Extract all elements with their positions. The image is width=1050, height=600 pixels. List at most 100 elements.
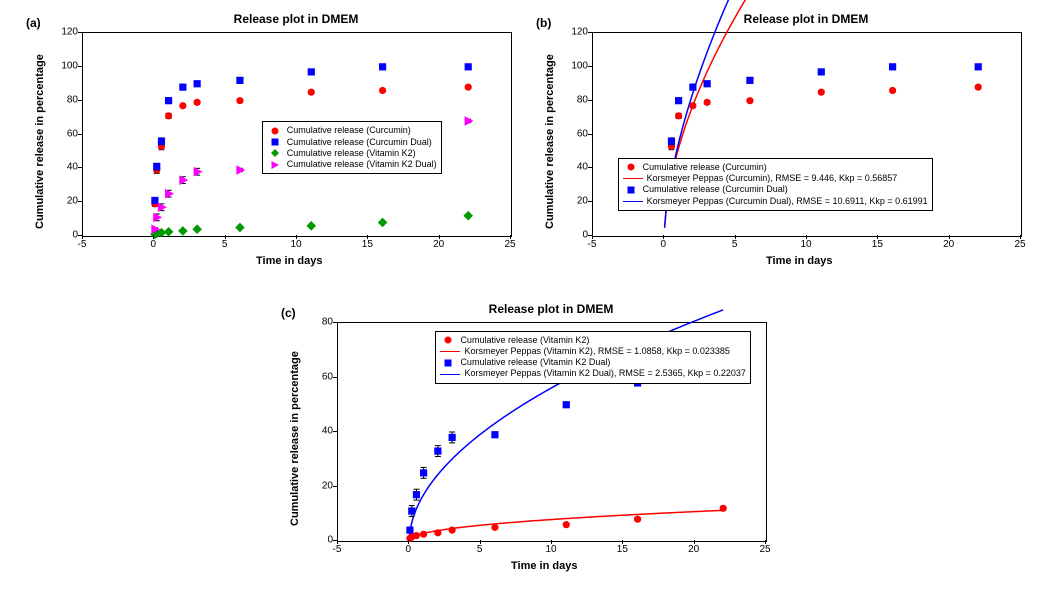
legend-label: Korsmeyer Peppas (Vitamin K2 Dual), RMSE…: [464, 368, 745, 379]
y-tick: 100: [56, 60, 78, 71]
y-axis-label: Cumulative release in percentage: [34, 54, 46, 229]
legend-item: Korsmeyer Peppas (Vitamin K2), RMSE = 1.…: [440, 346, 745, 357]
data-point: [668, 138, 675, 145]
data-point: [379, 87, 386, 94]
y-tick: 40: [56, 162, 78, 173]
data-point: [165, 112, 172, 119]
data-point: [491, 524, 498, 531]
data-point: [746, 77, 753, 84]
x-axis-label: Time in days: [511, 560, 577, 572]
x-tick: 5: [477, 544, 483, 555]
data-point: [491, 431, 498, 438]
legend-item: Korsmeyer Peppas (Curcumin Dual), RMSE =…: [623, 196, 928, 207]
data-point: [164, 227, 174, 237]
legend-label: Cumulative release (Curcumin Dual): [287, 137, 432, 148]
data-point: [408, 507, 415, 514]
y-tick: 120: [56, 27, 78, 38]
data-point: [465, 84, 472, 91]
x-tick: 20: [943, 239, 954, 250]
legend-label: Cumulative release (Curcumin): [643, 162, 767, 173]
data-point: [165, 97, 172, 104]
x-tick: 10: [290, 239, 301, 250]
legend-label: Cumulative release (Vitamin K2): [460, 335, 589, 346]
x-tick: -5: [588, 239, 597, 250]
data-point: [413, 491, 420, 498]
legend-label: Cumulative release (Vitamin K2 Dual): [287, 159, 437, 170]
y-tick: 20: [56, 196, 78, 207]
chart-title: Release plot in DMEM: [337, 302, 765, 316]
y-tick: 60: [56, 128, 78, 139]
chart-title: Release plot in DMEM: [592, 12, 1020, 26]
y-tick: 120: [566, 27, 588, 38]
x-tick: 5: [732, 239, 738, 250]
legend-item: Cumulative release (Curcumin): [623, 162, 928, 173]
y-tick: 80: [311, 317, 333, 328]
data-point: [308, 89, 315, 96]
x-axis-label: Time in days: [256, 255, 322, 267]
x-tick: 0: [151, 239, 157, 250]
data-point: [465, 63, 472, 70]
y-tick: 0: [56, 230, 78, 241]
legend-label: Cumulative release (Vitamin K2 Dual): [460, 357, 610, 368]
data-point: [675, 112, 682, 119]
data-point: [746, 97, 753, 104]
legend-label: Korsmeyer Peppas (Vitamin K2), RMSE = 1.…: [464, 346, 729, 357]
y-tick: 60: [566, 128, 588, 139]
data-point: [818, 89, 825, 96]
data-point: [379, 63, 386, 70]
x-tick: 25: [759, 544, 770, 555]
legend-item: Cumulative release (Curcumin): [267, 125, 437, 136]
data-point: [151, 197, 158, 204]
data-point: [434, 447, 441, 454]
data-point: [308, 68, 315, 75]
x-tick: 5: [222, 239, 228, 250]
data-point: [704, 80, 711, 87]
data-point: [194, 80, 201, 87]
x-tick: -5: [333, 544, 342, 555]
x-tick: 0: [661, 239, 667, 250]
legend-label: Cumulative release (Vitamin K2): [287, 148, 416, 159]
data-point: [689, 102, 696, 109]
legend: Cumulative release (Curcumin) Korsmeyer P…: [618, 158, 933, 211]
data-point: [235, 223, 245, 233]
y-tick: 80: [566, 94, 588, 105]
data-point: [236, 165, 245, 175]
data-point: [236, 77, 243, 84]
data-point: [975, 84, 982, 91]
y-tick: 40: [311, 426, 333, 437]
x-tick: 10: [800, 239, 811, 250]
data-point: [463, 211, 473, 221]
data-point: [434, 529, 441, 536]
legend-item: Korsmeyer Peppas (Vitamin K2 Dual), RMSE…: [440, 368, 745, 379]
data-point: [153, 163, 160, 170]
y-tick: 20: [311, 480, 333, 491]
data-point: [465, 116, 474, 126]
y-tick: 0: [311, 535, 333, 546]
y-tick: 40: [566, 162, 588, 173]
y-tick: 60: [311, 371, 333, 382]
panel-c-tag: (c): [281, 306, 296, 320]
data-point: [563, 401, 570, 408]
x-tick: 10: [545, 544, 556, 555]
x-tick: 15: [872, 239, 883, 250]
data-point: [889, 87, 896, 94]
data-point: [306, 221, 316, 231]
data-point: [406, 527, 413, 534]
y-tick: 100: [566, 60, 588, 71]
x-tick: 25: [1014, 239, 1025, 250]
data-point: [179, 102, 186, 109]
data-point: [889, 63, 896, 70]
panel-a: (a) Release plot in DMEM-505101520250204…: [20, 10, 520, 275]
y-axis-label: Cumulative release in percentage: [289, 351, 301, 526]
legend-item: Cumulative release (Vitamin K2): [440, 335, 745, 346]
legend-item: Cumulative release (Vitamin K2 Dual): [440, 357, 745, 368]
panel-b-tag: (b): [536, 16, 551, 30]
x-tick: 25: [504, 239, 515, 250]
panel-b: (b) Release plot in DMEM-505101520250204…: [530, 10, 1030, 275]
data-point: [178, 226, 188, 236]
legend-item: Cumulative release (Curcumin Dual): [623, 184, 928, 195]
legend: Cumulative release (Vitamin K2)Korsmeyer…: [435, 331, 750, 384]
data-point: [449, 527, 456, 534]
data-point: [818, 68, 825, 75]
data-point: [634, 516, 641, 523]
